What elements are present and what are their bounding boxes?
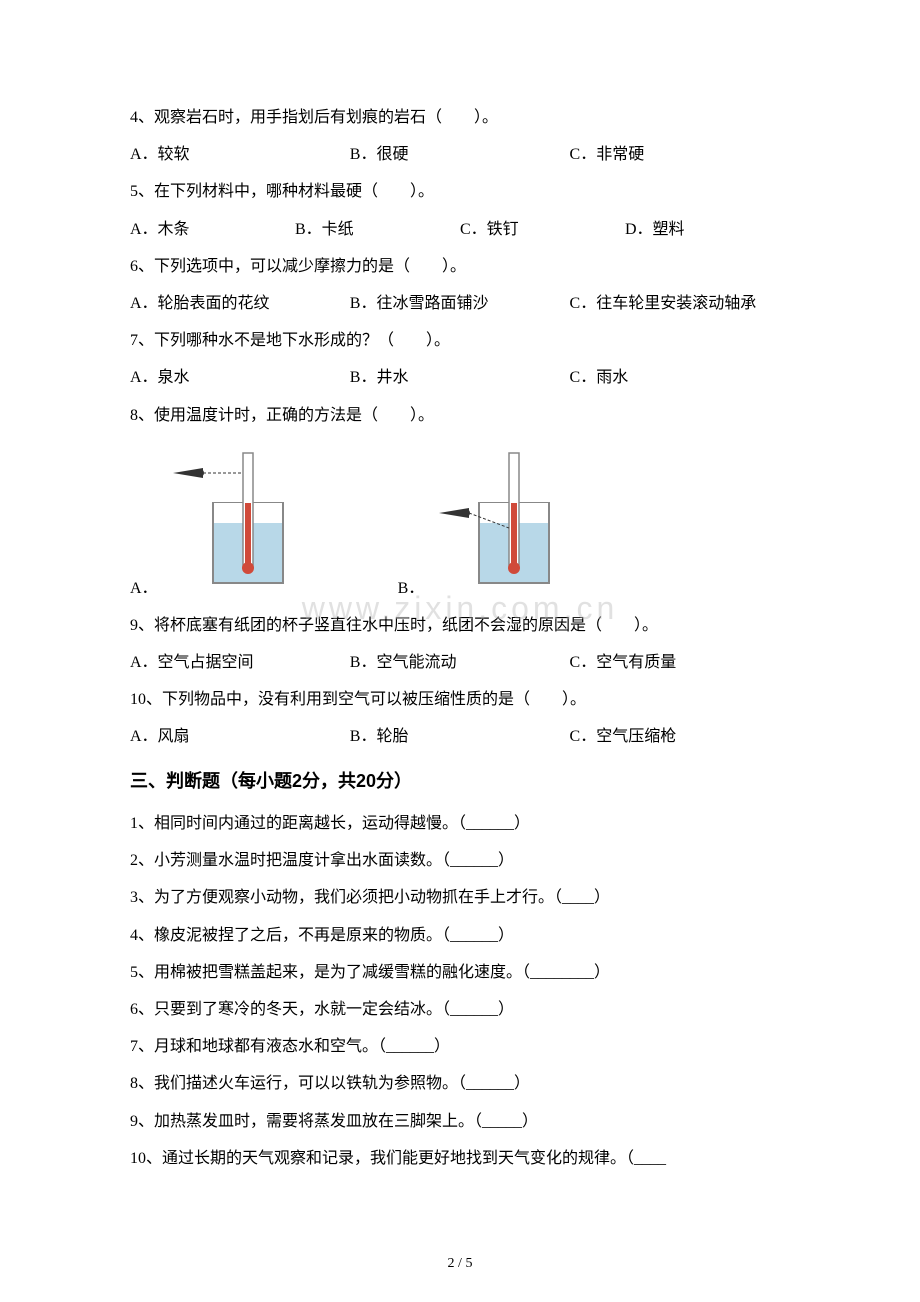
q5-option-c: C．铁钉 bbox=[460, 212, 625, 247]
question-4-text: 4、观察岩石时，用手指划后有划痕的岩石（ ）。 bbox=[130, 100, 790, 135]
q4-option-b: B．很硬 bbox=[350, 137, 570, 172]
question-5-text: 5、在下列材料中，哪种材料最硬（ ）。 bbox=[130, 174, 790, 209]
q8-option-a-label: A． bbox=[130, 574, 158, 598]
judge-8: 8、我们描述火车运行，可以以铁轨为参照物。（______） bbox=[130, 1066, 790, 1101]
q7-option-a: A．泉水 bbox=[130, 360, 350, 395]
question-4-options: A．较软 B．很硬 C．非常硬 bbox=[130, 137, 790, 172]
judge-7: 7、月球和地球都有液态水和空气。（______） bbox=[130, 1029, 790, 1064]
question-9-text: 9、将杯底塞有纸团的杯子竖直往水中压时，纸团不会湿的原因是（ ）。 bbox=[130, 608, 790, 643]
judge-5: 5、用棉被把雪糕盖起来，是为了减缓雪糕的融化速度。（________） bbox=[130, 955, 790, 990]
q5-option-a: A．木条 bbox=[130, 212, 295, 247]
judge-3: 3、为了方便观察小动物，我们必须把小动物抓在手上才行。（____） bbox=[130, 880, 790, 915]
question-5-options: A．木条 B．卡纸 C．铁钉 D．塑料 bbox=[130, 212, 790, 247]
question-6-text: 6、下列选项中，可以减少摩擦力的是（ ）。 bbox=[130, 249, 790, 284]
q6-option-c: C．往车轮里安装滚动轴承 bbox=[570, 286, 790, 321]
q5-option-d: D．塑料 bbox=[625, 212, 790, 247]
q10-option-b: B．轮胎 bbox=[350, 719, 570, 754]
question-10-text: 10、下列物品中，没有利用到空气可以被压缩性质的是（ ）。 bbox=[130, 682, 790, 717]
q9-option-b: B．空气能流动 bbox=[350, 645, 570, 680]
q6-option-b: B．往冰雪路面铺沙 bbox=[350, 286, 570, 321]
q5-option-b: B．卡纸 bbox=[295, 212, 460, 247]
q7-option-b: B．井水 bbox=[350, 360, 570, 395]
judge-10: 10、通过长期的天气观察和记录，我们能更好地找到天气变化的规律。（____ bbox=[130, 1141, 790, 1176]
judge-6: 6、只要到了寒冷的冬天，水就一定会结冰。（______） bbox=[130, 992, 790, 1027]
thermometer-diagram-a-icon bbox=[168, 443, 298, 598]
question-6-options: A．轮胎表面的花纹 B．往冰雪路面铺沙 C．往车轮里安装滚动轴承 bbox=[130, 286, 790, 321]
judge-4: 4、橡皮泥被捏了之后，不再是原来的物质。（______） bbox=[130, 918, 790, 953]
judge-1: 1、相同时间内通过的距离越长，运动得越慢。（______） bbox=[130, 806, 790, 841]
question-10-options: A．风扇 B．轮胎 C．空气压缩枪 bbox=[130, 719, 790, 754]
q4-option-a: A．较软 bbox=[130, 137, 350, 172]
q8-option-b-label: B． bbox=[398, 574, 425, 598]
q6-option-a: A．轮胎表面的花纹 bbox=[130, 286, 350, 321]
question-7-text: 7、下列哪种水不是地下水形成的？（ ）。 bbox=[130, 323, 790, 358]
q7-option-c: C．雨水 bbox=[570, 360, 790, 395]
question-7-options: A．泉水 B．井水 C．雨水 bbox=[130, 360, 790, 395]
q4-option-c: C．非常硬 bbox=[570, 137, 790, 172]
q9-option-c: C．空气有质量 bbox=[570, 645, 790, 680]
q10-option-a: A．风扇 bbox=[130, 719, 350, 754]
question-8-image-options: A． B． bbox=[130, 443, 790, 598]
q10-option-c: C．空气压缩枪 bbox=[570, 719, 790, 754]
judge-2: 2、小芳测量水温时把温度计拿出水面读数。（______） bbox=[130, 843, 790, 878]
q9-option-a: A．空气占据空间 bbox=[130, 645, 350, 680]
judge-9: 9、加热蒸发皿时，需要将蒸发皿放在三脚架上。（_____） bbox=[130, 1104, 790, 1139]
question-9-options: A．空气占据空间 B．空气能流动 C．空气有质量 bbox=[130, 645, 790, 680]
page-number: 2 / 5 bbox=[448, 1256, 473, 1272]
question-8-text: 8、使用温度计时，正确的方法是（ ）。 bbox=[130, 398, 790, 433]
thermometer-diagram-b-icon bbox=[434, 443, 564, 598]
section-3-title: 三、判断题（每小题2分，共20分） bbox=[130, 762, 790, 802]
